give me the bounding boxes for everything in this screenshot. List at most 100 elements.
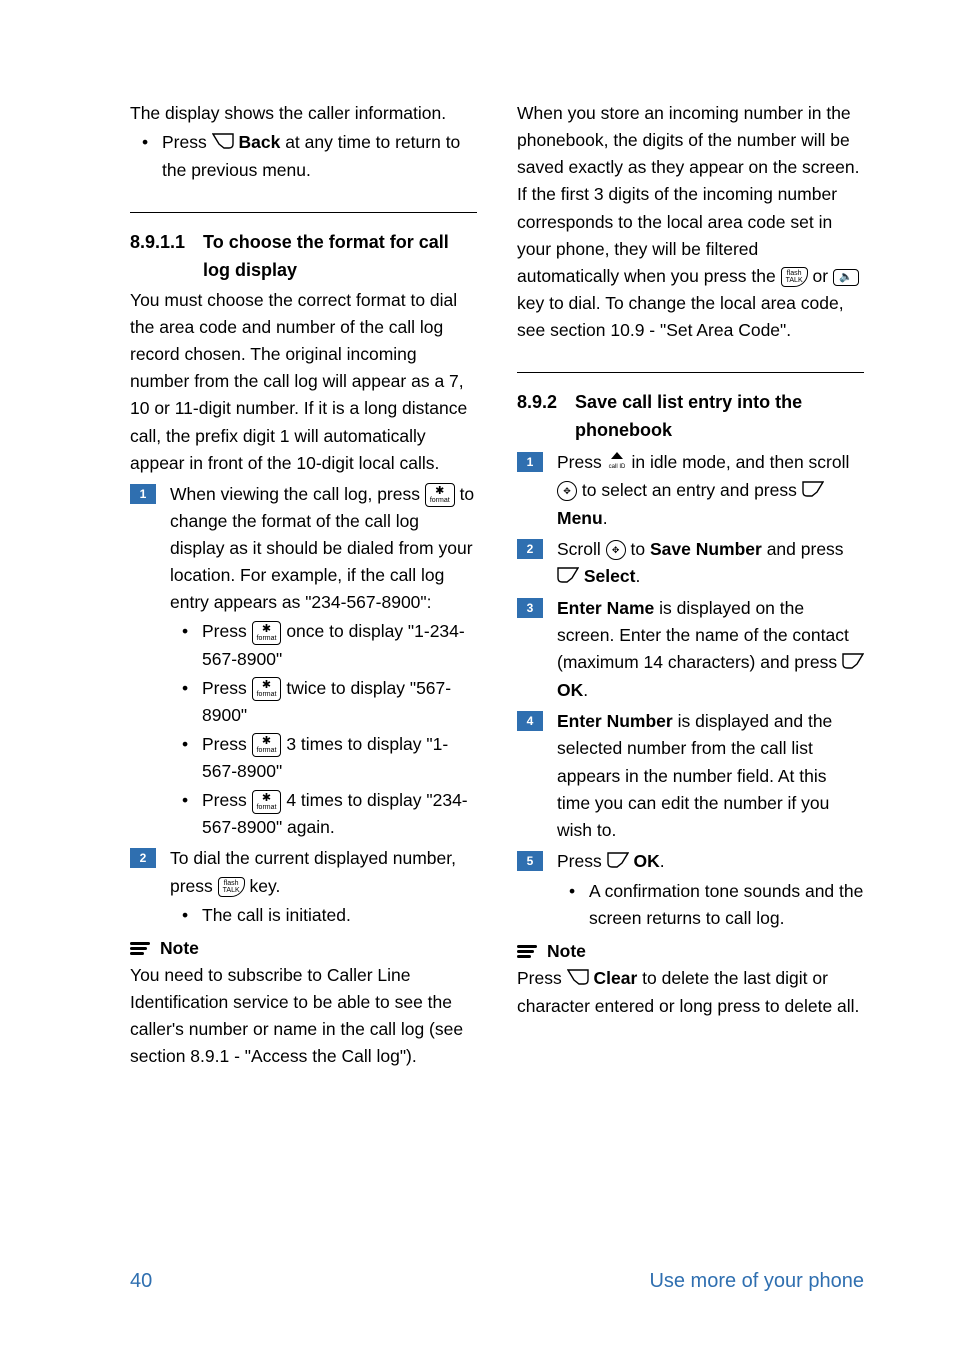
text-fragment: To dial the current displayed number, pr… bbox=[170, 848, 456, 895]
text-fragment: Press bbox=[517, 968, 567, 988]
sub-bullet: • The call is initiated. bbox=[170, 902, 477, 929]
bullet-text: A confirmation tone sounds and the scree… bbox=[589, 878, 864, 932]
footer-page-number: 40 bbox=[130, 1270, 152, 1293]
text-fragment: Press bbox=[202, 678, 252, 698]
back-label: Back bbox=[238, 132, 280, 152]
step-badge-3: 3 bbox=[517, 598, 543, 618]
intro-bullet: • Press Back at any time to return to th… bbox=[130, 129, 477, 184]
section-heading-8-9-1-1: 8.9.1.1 To choose the format for call lo… bbox=[130, 229, 477, 285]
note-body: Press Clear to delete the last digit or … bbox=[517, 965, 864, 1020]
step-5: 5 Press OK. • A confirmation tone sounds… bbox=[517, 848, 864, 932]
text-fragment: Press bbox=[162, 132, 212, 152]
softkey-right-icon bbox=[212, 130, 234, 157]
save-number-label: Save Number bbox=[650, 539, 762, 559]
bullet-dot-icon: • bbox=[182, 675, 192, 729]
section-heading-8-9-2: 8.9.2 Save call list entry into the phon… bbox=[517, 389, 864, 445]
talk-key-icon: flashTALK bbox=[781, 267, 808, 287]
text-fragment: . bbox=[660, 851, 665, 871]
intro-bullet-text: Press Back at any time to return to the … bbox=[162, 129, 477, 184]
bullet-text: The call is initiated. bbox=[202, 902, 351, 929]
select-label: Select bbox=[584, 566, 636, 586]
heading-text: To choose the format for call log displa… bbox=[203, 229, 477, 285]
paragraph: If the first 3 digits of the incoming nu… bbox=[517, 181, 864, 344]
step-badge-1: 1 bbox=[517, 452, 543, 472]
softkey-left-icon bbox=[607, 849, 629, 876]
star-format-key-icon: ✱format bbox=[252, 790, 282, 814]
text-fragment: key. bbox=[250, 876, 281, 896]
star-format-key-icon: ✱format bbox=[252, 733, 282, 757]
softkey-left-icon bbox=[802, 478, 824, 505]
step-2: 2 Scroll ✥ to Save Number and press Sele… bbox=[517, 536, 864, 591]
svg-text:call ID: call ID bbox=[608, 464, 625, 469]
section-rule bbox=[517, 372, 864, 373]
ok-label: OK bbox=[557, 680, 583, 700]
nav-wheel-icon: ✥ bbox=[557, 481, 577, 501]
note-heading: Note bbox=[517, 938, 864, 965]
step-2: 2 To dial the current displayed number, … bbox=[130, 845, 477, 928]
softkey-left-icon bbox=[842, 650, 864, 677]
step-body: Press call ID in idle mode, and then scr… bbox=[557, 449, 864, 532]
text-fragment: key to dial. To change the local area co… bbox=[517, 293, 844, 340]
step-body: When viewing the call log, press ✱format… bbox=[170, 481, 477, 842]
bullet-text: Press ✱format 3 times to display "1-567-… bbox=[202, 731, 477, 785]
text-fragment: When viewing the call log, press bbox=[170, 484, 425, 504]
text-fragment: . bbox=[635, 566, 640, 586]
text-fragment: Press bbox=[557, 452, 607, 472]
bullet-text: Press ✱format once to display "1-234-567… bbox=[202, 618, 477, 672]
text-fragment: . bbox=[583, 680, 588, 700]
note-icon bbox=[130, 942, 150, 955]
two-column-layout: The display shows the caller information… bbox=[130, 100, 864, 1070]
text-fragment: or bbox=[813, 266, 833, 286]
text-fragment: Scroll bbox=[557, 539, 606, 559]
star-format-key-icon: ✱format bbox=[425, 483, 455, 507]
note-body: You need to subscribe to Caller Line Ide… bbox=[130, 962, 477, 1071]
nav-wheel-icon: ✥ bbox=[606, 540, 626, 560]
step-body: Press OK. • A confirmation tone sounds a… bbox=[557, 848, 864, 932]
sub-bullet-1: • Press ✱format once to display "1-234-5… bbox=[170, 618, 477, 672]
text-fragment: in idle mode, and then scroll bbox=[631, 452, 849, 472]
right-column: When you store an incoming number in the… bbox=[517, 100, 864, 1070]
sub-bullet-4: • Press ✱format 4 times to display "234-… bbox=[170, 787, 477, 841]
step-body: Enter Name is displayed on the screen. E… bbox=[557, 595, 864, 704]
enter-name-label: Enter Name bbox=[557, 598, 654, 618]
note-label: Note bbox=[547, 938, 586, 965]
star-format-key-icon: ✱format bbox=[252, 621, 282, 645]
heading-number: 8.9.2 bbox=[517, 389, 557, 445]
text-fragment: and press bbox=[767, 539, 844, 559]
text-fragment: to bbox=[631, 539, 650, 559]
text-fragment: to select an entry and press bbox=[582, 480, 802, 500]
talk-key-icon: flashTALK bbox=[218, 877, 245, 897]
heading-text: Save call list entry into the phonebook bbox=[575, 389, 864, 445]
bullet-text: Press ✱format 4 times to display "234-56… bbox=[202, 787, 477, 841]
note-heading: Note bbox=[130, 935, 477, 962]
softkey-left-icon bbox=[557, 564, 579, 591]
enter-number-label: Enter Number bbox=[557, 711, 673, 731]
section-rule bbox=[130, 212, 477, 213]
star-format-key-icon: ✱format bbox=[252, 677, 282, 701]
step-body: Enter Number is displayed and the select… bbox=[557, 708, 864, 844]
step-badge-2: 2 bbox=[130, 848, 156, 868]
step-body: To dial the current displayed number, pr… bbox=[170, 845, 477, 928]
heading-number: 8.9.1.1 bbox=[130, 229, 185, 285]
note-icon bbox=[517, 945, 537, 958]
text-fragment: Press bbox=[202, 621, 252, 641]
step-badge-5: 5 bbox=[517, 851, 543, 871]
sub-bullet-3: • Press ✱format 3 times to display "1-56… bbox=[170, 731, 477, 785]
sub-bullet: • A confirmation tone sounds and the scr… bbox=[557, 878, 864, 932]
step-1: 1 When viewing the call log, press ✱form… bbox=[130, 481, 477, 842]
bullet-dot-icon: • bbox=[182, 902, 192, 929]
callid-up-key-icon: call ID bbox=[607, 450, 627, 477]
menu-label: Menu bbox=[557, 508, 603, 528]
page-footer: 40 Use more of your phone bbox=[130, 1270, 864, 1293]
speaker-key-icon: 🔈 bbox=[833, 269, 859, 286]
page: The display shows the caller information… bbox=[0, 0, 954, 1353]
bullet-dot-icon: • bbox=[182, 731, 192, 785]
ok-label: OK bbox=[633, 851, 659, 871]
left-column: The display shows the caller information… bbox=[130, 100, 477, 1070]
step-1: 1 Press call ID in idle mode, and then s… bbox=[517, 449, 864, 532]
step-badge-1: 1 bbox=[130, 484, 156, 504]
softkey-right-icon bbox=[567, 966, 589, 993]
bullet-text: Press ✱format twice to display "567-8900… bbox=[202, 675, 477, 729]
text-fragment: Press bbox=[202, 734, 252, 754]
step-body: Scroll ✥ to Save Number and press Select… bbox=[557, 536, 864, 591]
